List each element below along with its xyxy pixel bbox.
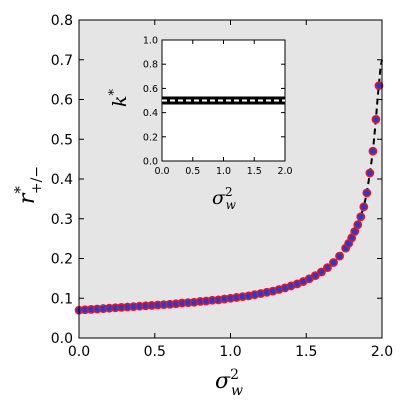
main-data-point <box>316 267 326 277</box>
main-x-axis-label: σ2 w <box>215 367 243 399</box>
main-data-point <box>335 251 344 261</box>
main-y-tick-label: 0.6 <box>51 93 73 109</box>
inset-y-tick-label: 0.4 <box>143 108 158 119</box>
main-data-point <box>371 114 381 124</box>
inset-x-tick-label: 0.5 <box>185 166 200 177</box>
main-x-tick-label: 1.0 <box>219 344 241 360</box>
main-data-point <box>365 168 375 178</box>
inset-x-tick-label: 1.0 <box>216 166 231 177</box>
inset-x-tick-label: 1.5 <box>247 166 262 177</box>
inset-y-tick-label: 0.6 <box>143 84 158 95</box>
main-x-tick-label: 1.5 <box>295 344 317 360</box>
inset-x-tick-label: 2.0 <box>277 166 292 177</box>
main-data-point <box>368 146 378 156</box>
inset-y-tick-label: 0.0 <box>143 157 158 168</box>
main-data-point <box>359 202 369 212</box>
main-y-tick-label: 0.5 <box>51 132 73 148</box>
main-y-tick-label: 0.4 <box>51 172 73 188</box>
inset-ticks <box>161 39 286 162</box>
main-data-point <box>323 263 332 273</box>
main-y-tick-label: 0.3 <box>51 212 73 228</box>
main-plot-frame <box>78 19 383 339</box>
inset-y-tick-labels: 0.0 0.2 0.4 0.6 0.8 1.0 <box>143 36 158 168</box>
main-y-tick-label: 0.2 <box>51 252 73 268</box>
main-data-point <box>374 81 384 90</box>
main-x-tick-label: 0.0 <box>68 344 90 360</box>
main-x-tick-labels: 0.0 0.5 1.0 1.5 2.0 <box>68 344 393 360</box>
inset-y-axis-label: k* <box>107 88 131 107</box>
inset-x-tick-labels: 0.0 0.5 1.0 1.5 2.0 <box>154 166 292 177</box>
inset-y-tick-label: 0.2 <box>143 132 158 143</box>
main-data-point <box>329 258 338 267</box>
main-x-tick-label: 2.0 <box>371 344 393 360</box>
main-y-tick-label: 0.7 <box>51 53 73 69</box>
inset-x-tick-label: 0.0 <box>154 166 169 177</box>
inset-plot: 0.0 0.5 1.0 1.5 2.0 0.0 0.2 0.4 0.6 0.8 1.0 σ2 w k… <box>107 36 293 213</box>
main-y-tick-label: 0.1 <box>51 291 73 307</box>
main-y-tick-label: 0.0 <box>51 331 73 347</box>
main-data-point <box>353 220 363 230</box>
inset-x-axis-label: σ2 w <box>212 185 237 212</box>
main-points-group <box>74 81 384 315</box>
main-data-point <box>362 188 372 198</box>
inset-y-tick-label: 1.0 <box>143 36 158 47</box>
main-y-axis-label: r*+/− <box>11 166 45 204</box>
inset-y-tick-label: 0.8 <box>143 60 158 71</box>
main-y-tick-labels: 0.0 0.1 0.2 0.3 0.4 0.5 0.6 0.7 0.8 <box>51 13 73 347</box>
main-data-point <box>356 212 366 222</box>
main-x-tick-label: 0.5 <box>144 344 166 360</box>
main-y-tick-label: 0.8 <box>51 13 73 29</box>
